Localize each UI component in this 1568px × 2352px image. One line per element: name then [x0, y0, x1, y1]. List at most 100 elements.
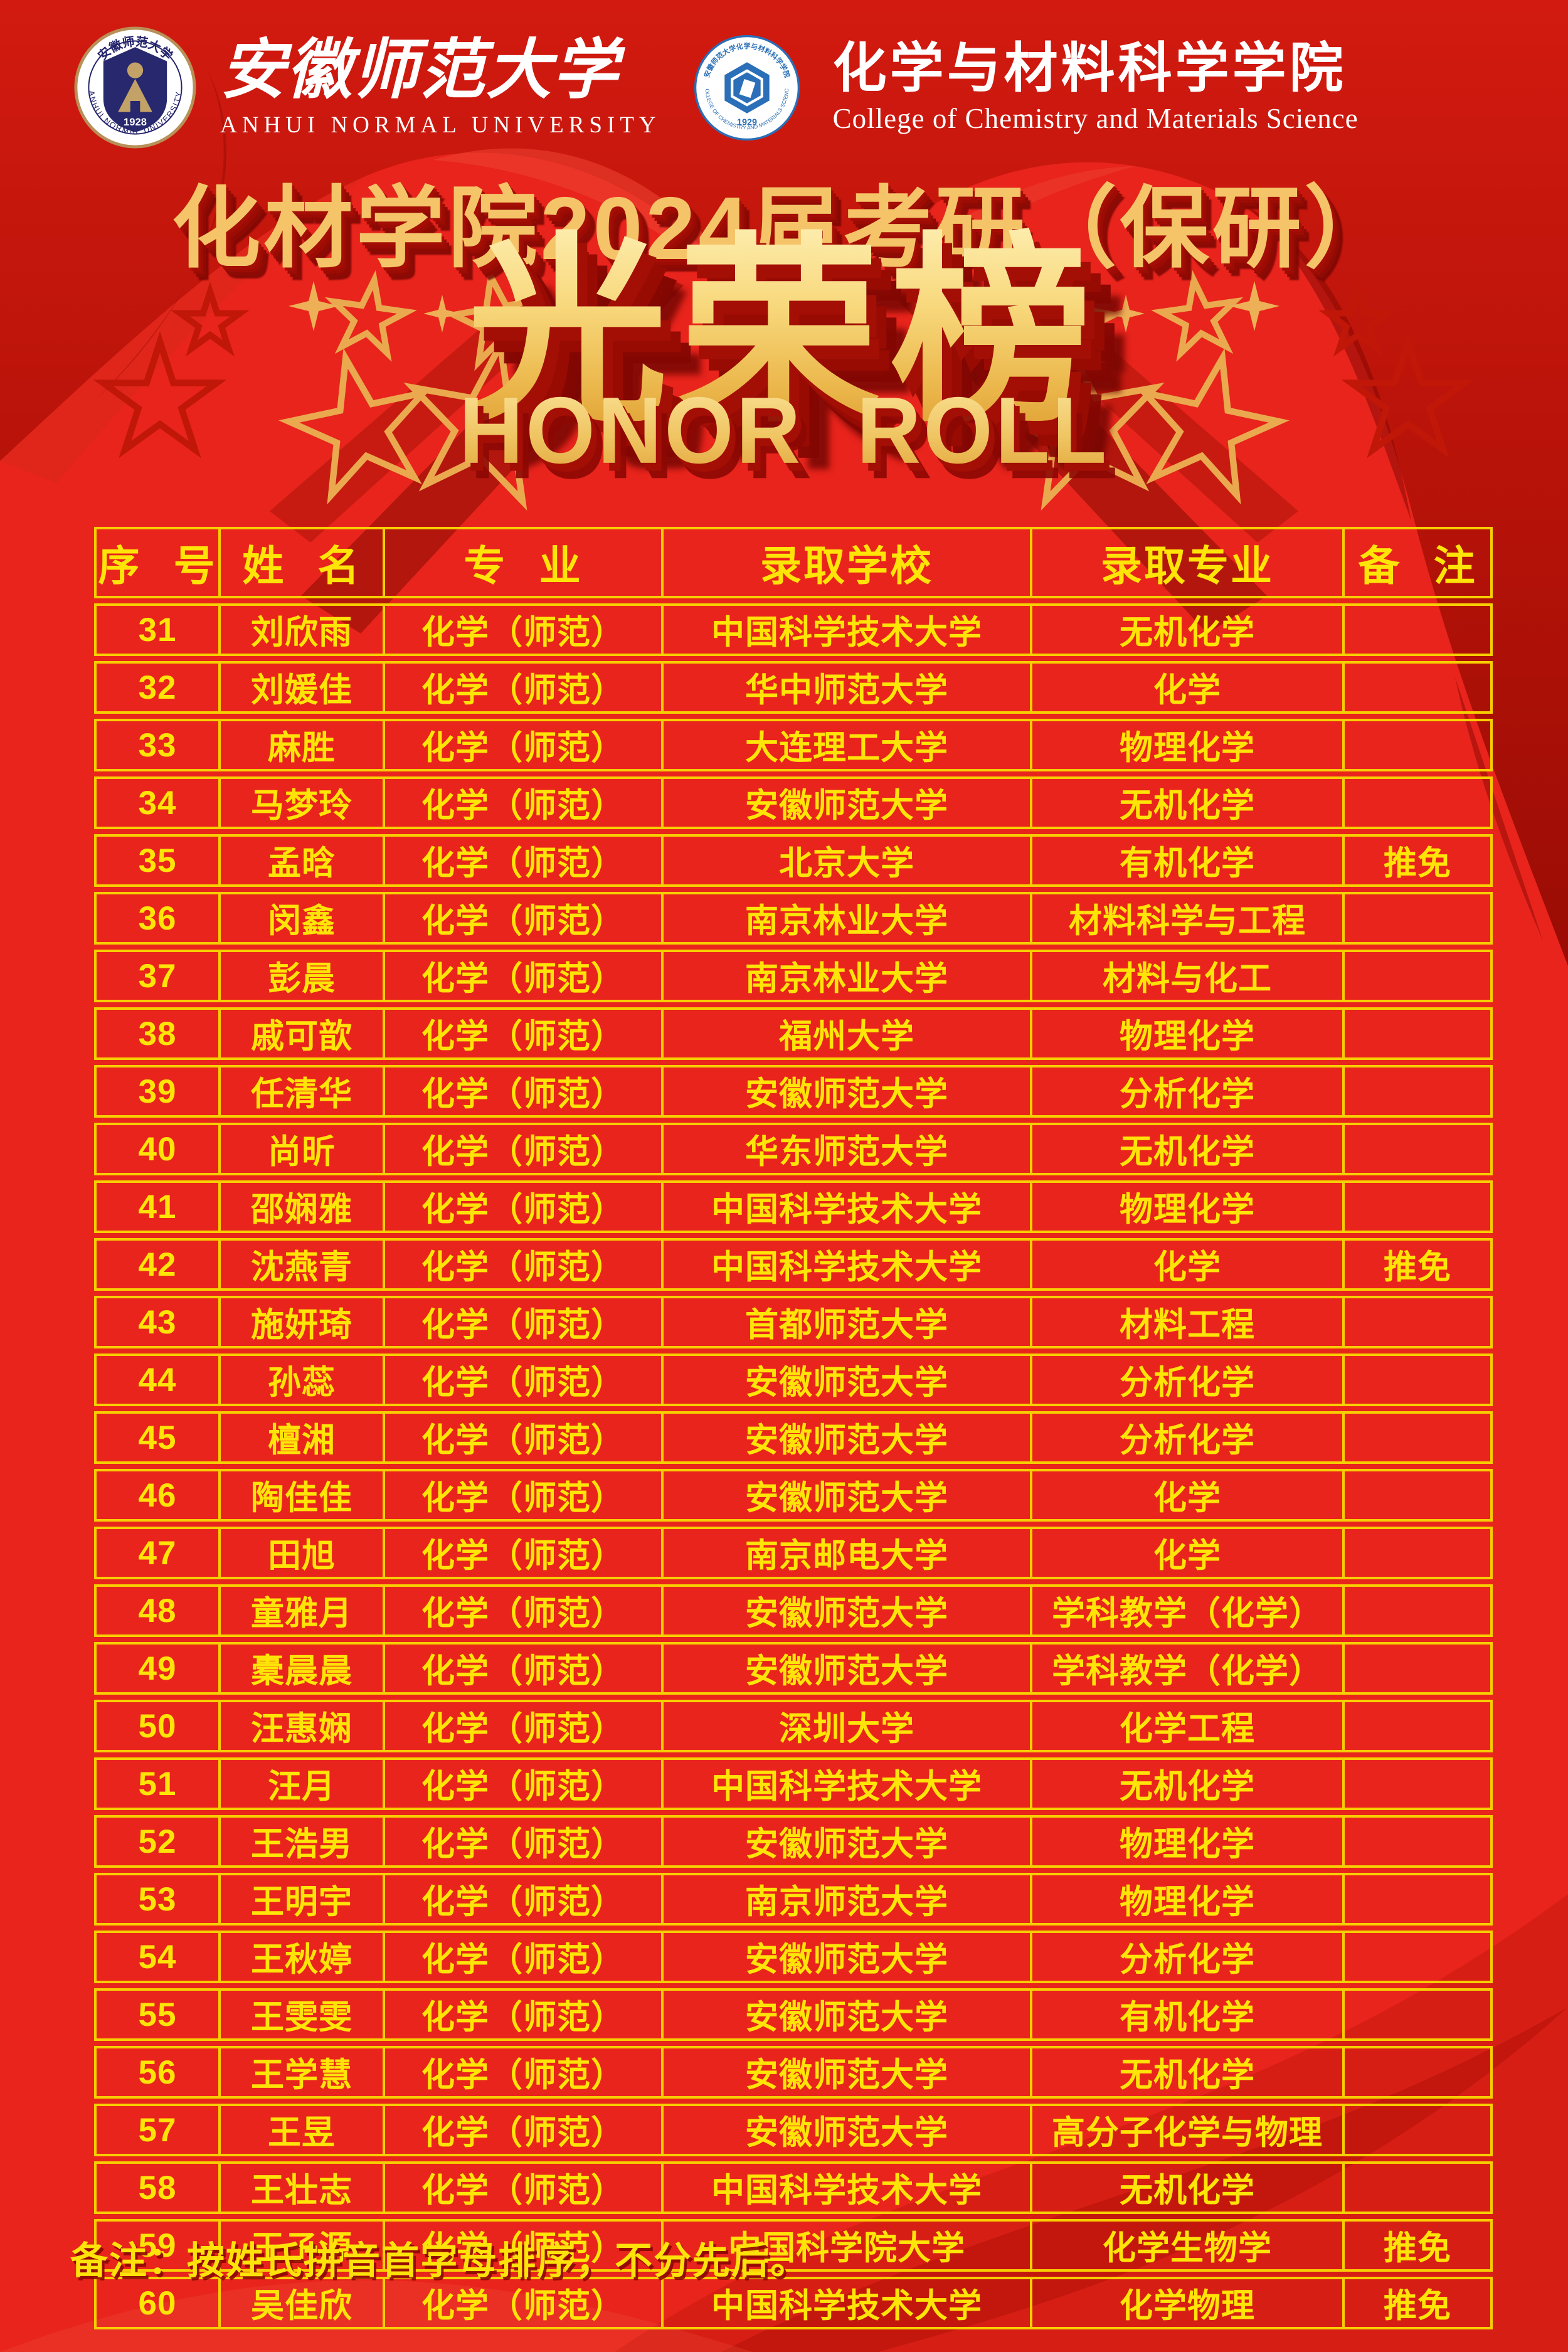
cell-student-name: 刘媛佳 [218, 661, 383, 714]
cell-major: 化学（师范） [383, 1469, 661, 1522]
cell-student-name: 王明宇 [218, 1873, 383, 1926]
cell-admitted-school: 中国科学技术大学 [661, 603, 1030, 656]
table-row: 41 邵娴雅 化学（师范） 中国科学技术大学 物理化学 [94, 1180, 1493, 1233]
table-row: 32 刘媛佳 化学（师范） 华中师范大学 化学 [94, 661, 1493, 714]
cell-admitted-major: 物理化学 [1030, 1873, 1342, 1926]
cell-index: 37 [94, 950, 218, 1002]
table-row: 59 王子源 化学（师范） 中国科学院大学 化学生物学 推免 [94, 2219, 1493, 2272]
cell-admitted-major: 分析化学 [1030, 1411, 1342, 1464]
cell-admitted-school: 福州大学 [661, 1007, 1030, 1060]
cell-major: 化学（师范） [383, 2161, 661, 2214]
cell-major: 化学（师范） [383, 719, 661, 771]
cell-admitted-school: 南京邮电大学 [661, 1527, 1030, 1579]
cell-admitted-major: 物理化学 [1030, 719, 1342, 771]
cell-remark [1342, 1815, 1493, 1868]
cell-index: 43 [94, 1296, 218, 1348]
cell-major: 化学（师范） [383, 2046, 661, 2099]
table-header-row: 序 号 姓 名 专 业 录取学校 录取专业 备 注 [94, 527, 1493, 598]
cell-major: 化学（师范） [383, 834, 661, 887]
cell-remark: 推免 [1342, 2219, 1493, 2272]
table-row: 35 孟晗 化学（师范） 北京大学 有机化学 推免 [94, 834, 1493, 887]
cell-admitted-school: 安徽师范大学 [661, 1584, 1030, 1637]
table-row: 57 王昱 化学（师范） 安徽师范大学 高分子化学与物理 [94, 2104, 1493, 2156]
cell-index: 45 [94, 1411, 218, 1464]
cell-student-name: 汪月 [218, 1757, 383, 1810]
cell-index: 44 [94, 1353, 218, 1406]
cell-major: 化学（师范） [383, 1007, 661, 1060]
cell-index: 35 [94, 834, 218, 887]
cell-major: 化学（师范） [383, 661, 661, 714]
cell-student-name: 汪惠娴 [218, 1700, 383, 1752]
cell-remark [1342, 1411, 1493, 1464]
cell-index: 47 [94, 1527, 218, 1579]
cell-major: 化学（师范） [383, 1757, 661, 1810]
table-row: 52 王浩男 化学（师范） 安徽师范大学 物理化学 [94, 1815, 1493, 1868]
cell-admitted-major: 有机化学 [1030, 834, 1342, 887]
cell-index: 51 [94, 1757, 218, 1810]
cell-major: 化学（师范） [383, 1411, 661, 1464]
cell-admitted-major: 材料工程 [1030, 1296, 1342, 1348]
college-name-block: 化学与材料科学学院 College of Chemistry and Mater… [833, 40, 1359, 134]
cell-index: 33 [94, 719, 218, 771]
cell-index: 46 [94, 1469, 218, 1522]
cell-admitted-school: 安徽师范大学 [661, 1988, 1030, 2041]
column-header-admitted-major: 录取专业 [1030, 527, 1342, 598]
cell-admitted-school: 大连理工大学 [661, 719, 1030, 771]
cell-student-name: 王秋婷 [218, 1931, 383, 1983]
honor-roll-title-cn: 光荣榜 光荣榜 [0, 226, 1568, 452]
cell-admitted-school: 首都师范大学 [661, 1296, 1030, 1348]
cell-student-name: 尚昕 [218, 1123, 383, 1175]
cell-student-name: 童雅月 [218, 1584, 383, 1637]
table-row: 38 戚可歆 化学（师范） 福州大学 物理化学 [94, 1007, 1493, 1060]
cell-admitted-school: 中国科学技术大学 [661, 1180, 1030, 1233]
cell-remark [1342, 1123, 1493, 1175]
cell-student-name: 施妍琦 [218, 1296, 383, 1348]
college-name-cn: 化学与材料科学学院 [832, 38, 1347, 99]
cell-admitted-major: 分析化学 [1030, 1353, 1342, 1406]
university-name-cn: 安徽师范大学 [220, 34, 620, 107]
cell-index: 38 [94, 1007, 218, 1060]
table-row: 31 刘欣雨 化学（师范） 中国科学技术大学 无机化学 [94, 603, 1493, 656]
honor-roll-title-en-fill: HONOR ROLL [458, 378, 1110, 484]
table-row: 54 王秋婷 化学（师范） 安徽师范大学 分析化学 [94, 1931, 1493, 1983]
cell-index: 55 [94, 1988, 218, 2041]
cell-student-name: 王浩男 [218, 1815, 383, 1868]
cell-major: 化学（师范） [383, 1180, 661, 1233]
cell-remark [1342, 1757, 1493, 1810]
bottom-swoosh-graphic [0, 1894, 1568, 2352]
cell-admitted-school: 中国科学技术大学 [661, 2161, 1030, 2214]
cell-major: 化学（师范） [383, 1238, 661, 1291]
university-seal: 安徽师范大学 ANHUI NORMAL UNIVERSITY 1928 [74, 26, 196, 149]
cell-index: 59 [94, 2219, 218, 2272]
cell-index: 58 [94, 2161, 218, 2214]
cell-remark [1342, 1469, 1493, 1522]
cell-index: 34 [94, 776, 218, 829]
cell-remark [1342, 2161, 1493, 2214]
cell-student-name: 闵鑫 [218, 892, 383, 945]
cell-student-name: 王昱 [218, 2104, 383, 2156]
cell-admitted-major: 化学 [1030, 1238, 1342, 1291]
cell-remark [1342, 1873, 1493, 1926]
table-row: 37 彭晨 化学（师范） 南京林业大学 材料与化工 [94, 950, 1493, 1002]
cell-admitted-school: 中国科学技术大学 [661, 2277, 1030, 2329]
cell-admitted-school: 安徽师范大学 [661, 776, 1030, 829]
cell-remark [1342, 603, 1493, 656]
cell-remark [1342, 719, 1493, 771]
table-row: 49 橐晨晨 化学（师范） 安徽师范大学 学科教学（化学） [94, 1642, 1493, 1695]
cell-admitted-school: 安徽师范大学 [661, 1353, 1030, 1406]
honor-roll-title-cn-shadow: 光荣榜 [10, 240, 1568, 453]
poster-subtitle: 化材学院2024届考研（保研） [0, 156, 1568, 285]
cell-remark: 推免 [1342, 834, 1493, 887]
cell-remark [1342, 892, 1493, 945]
table-row: 51 汪月 化学（师范） 中国科学技术大学 无机化学 [94, 1757, 1493, 1810]
cell-student-name: 橐晨晨 [218, 1642, 383, 1695]
table-row: 50 汪惠娴 化学（师范） 深圳大学 化学工程 [94, 1700, 1493, 1752]
cell-admitted-school: 深圳大学 [661, 1700, 1030, 1752]
cell-major: 化学（师范） [383, 2104, 661, 2156]
header-logos: 安徽师范大学 ANHUI NORMAL UNIVERSITY 1928 安徽师范… [74, 26, 1359, 149]
cell-major: 化学（师范） [383, 776, 661, 829]
column-header-index: 序 号 [94, 527, 218, 598]
cell-remark [1342, 776, 1493, 829]
cell-admitted-school: 南京师范大学 [661, 1873, 1030, 1926]
